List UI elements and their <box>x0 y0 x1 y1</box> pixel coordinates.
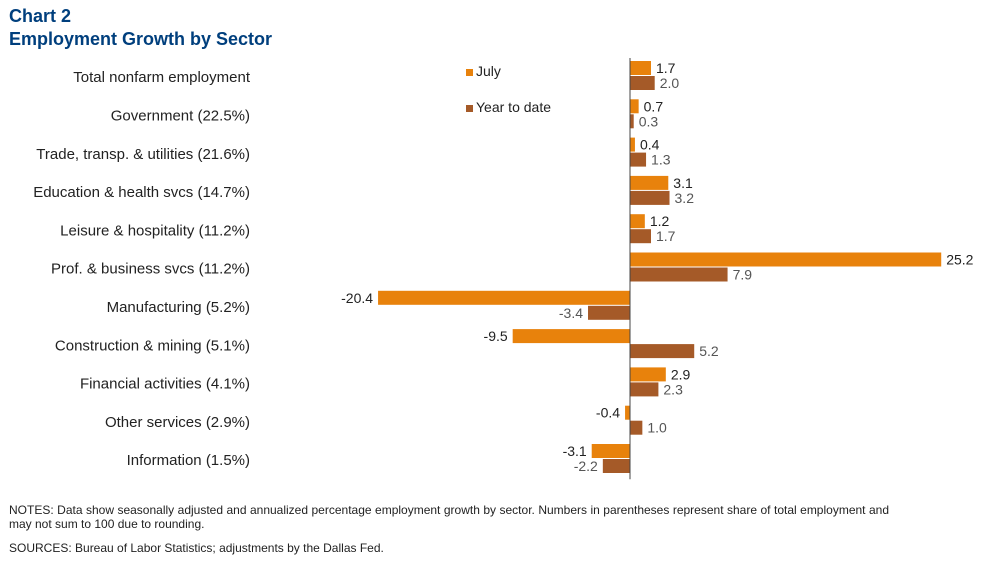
value-label: 0.3 <box>639 113 659 129</box>
value-label: 25.2 <box>946 252 973 268</box>
value-label: 0.7 <box>644 98 664 114</box>
bar-year-to-date <box>630 76 655 90</box>
value-label: 1.3 <box>651 152 671 168</box>
bar-year-to-date <box>630 420 643 435</box>
bar-july <box>630 61 651 75</box>
value-label: 1.2 <box>650 213 670 229</box>
bar-july <box>630 137 635 152</box>
category-label: Other services (2.9%) <box>105 414 250 431</box>
value-label: -2.2 <box>574 458 598 474</box>
category-label: Government (22.5%) <box>111 107 250 124</box>
bar-july <box>630 175 669 190</box>
bar-july <box>630 252 942 267</box>
bar-july <box>630 214 645 229</box>
bar-year-to-date <box>630 190 670 205</box>
value-label: 7.9 <box>733 267 753 283</box>
bar-july <box>625 405 630 420</box>
value-label: 2.9 <box>671 366 691 382</box>
legend-swatch-july <box>466 69 473 76</box>
category-label: Prof. & business svcs (11.2%) <box>51 261 250 278</box>
category-label: Total nonfarm employment <box>73 69 251 86</box>
legend-label: Year to date <box>476 99 551 115</box>
chart-number: Chart 2 <box>9 6 72 26</box>
bar-year-to-date <box>630 114 634 129</box>
legend-label: July <box>476 63 501 79</box>
bar-july <box>630 367 666 382</box>
chart-title: Employment Growth by Sector <box>9 29 273 49</box>
category-label: Manufacturing (5.2%) <box>107 299 250 316</box>
bar-chart: Total nonfarm employment1.72.0Government… <box>33 58 974 480</box>
category-label: Construction & mining (5.1%) <box>55 337 250 354</box>
legend-swatch-year-to-date <box>466 105 473 112</box>
category-label: Trade, transp. & utilities (21.6%) <box>36 146 250 163</box>
value-label: -3.1 <box>563 443 587 459</box>
bar-year-to-date <box>630 229 651 244</box>
chart-sources: SOURCES: Bureau of Labor Statistics; adj… <box>9 541 384 555</box>
value-label: 1.7 <box>656 228 676 244</box>
bar-year-to-date <box>588 305 630 320</box>
bar-year-to-date <box>630 267 728 282</box>
bar-year-to-date <box>630 344 695 359</box>
bar-july <box>630 99 639 114</box>
value-label: 5.2 <box>699 343 719 359</box>
bar-july <box>512 329 630 344</box>
value-label: 3.1 <box>673 175 693 191</box>
value-label: 1.7 <box>656 60 676 76</box>
bar-year-to-date <box>630 152 647 167</box>
bar-year-to-date <box>602 459 630 473</box>
value-label: 2.0 <box>660 75 680 91</box>
bar-year-to-date <box>630 382 659 397</box>
value-label: -9.5 <box>484 328 508 344</box>
category-label: Education & health svcs (14.7%) <box>33 184 250 201</box>
category-label: Information (1.5%) <box>127 452 250 469</box>
value-label: 3.2 <box>675 190 695 206</box>
value-label: 2.3 <box>663 381 683 397</box>
value-label: 0.4 <box>640 137 660 153</box>
category-label: Financial activities (4.1%) <box>80 376 250 393</box>
value-label: -0.4 <box>596 405 620 421</box>
value-label: -20.4 <box>341 290 373 306</box>
value-label: -3.4 <box>559 305 583 321</box>
category-label: Leisure & hospitality (11.2%) <box>60 222 250 239</box>
chart-notes: NOTES: Data show seasonally adjusted and… <box>9 503 889 531</box>
value-label: 1.0 <box>647 420 667 436</box>
bar-july <box>591 444 630 458</box>
bar-july <box>378 290 630 305</box>
